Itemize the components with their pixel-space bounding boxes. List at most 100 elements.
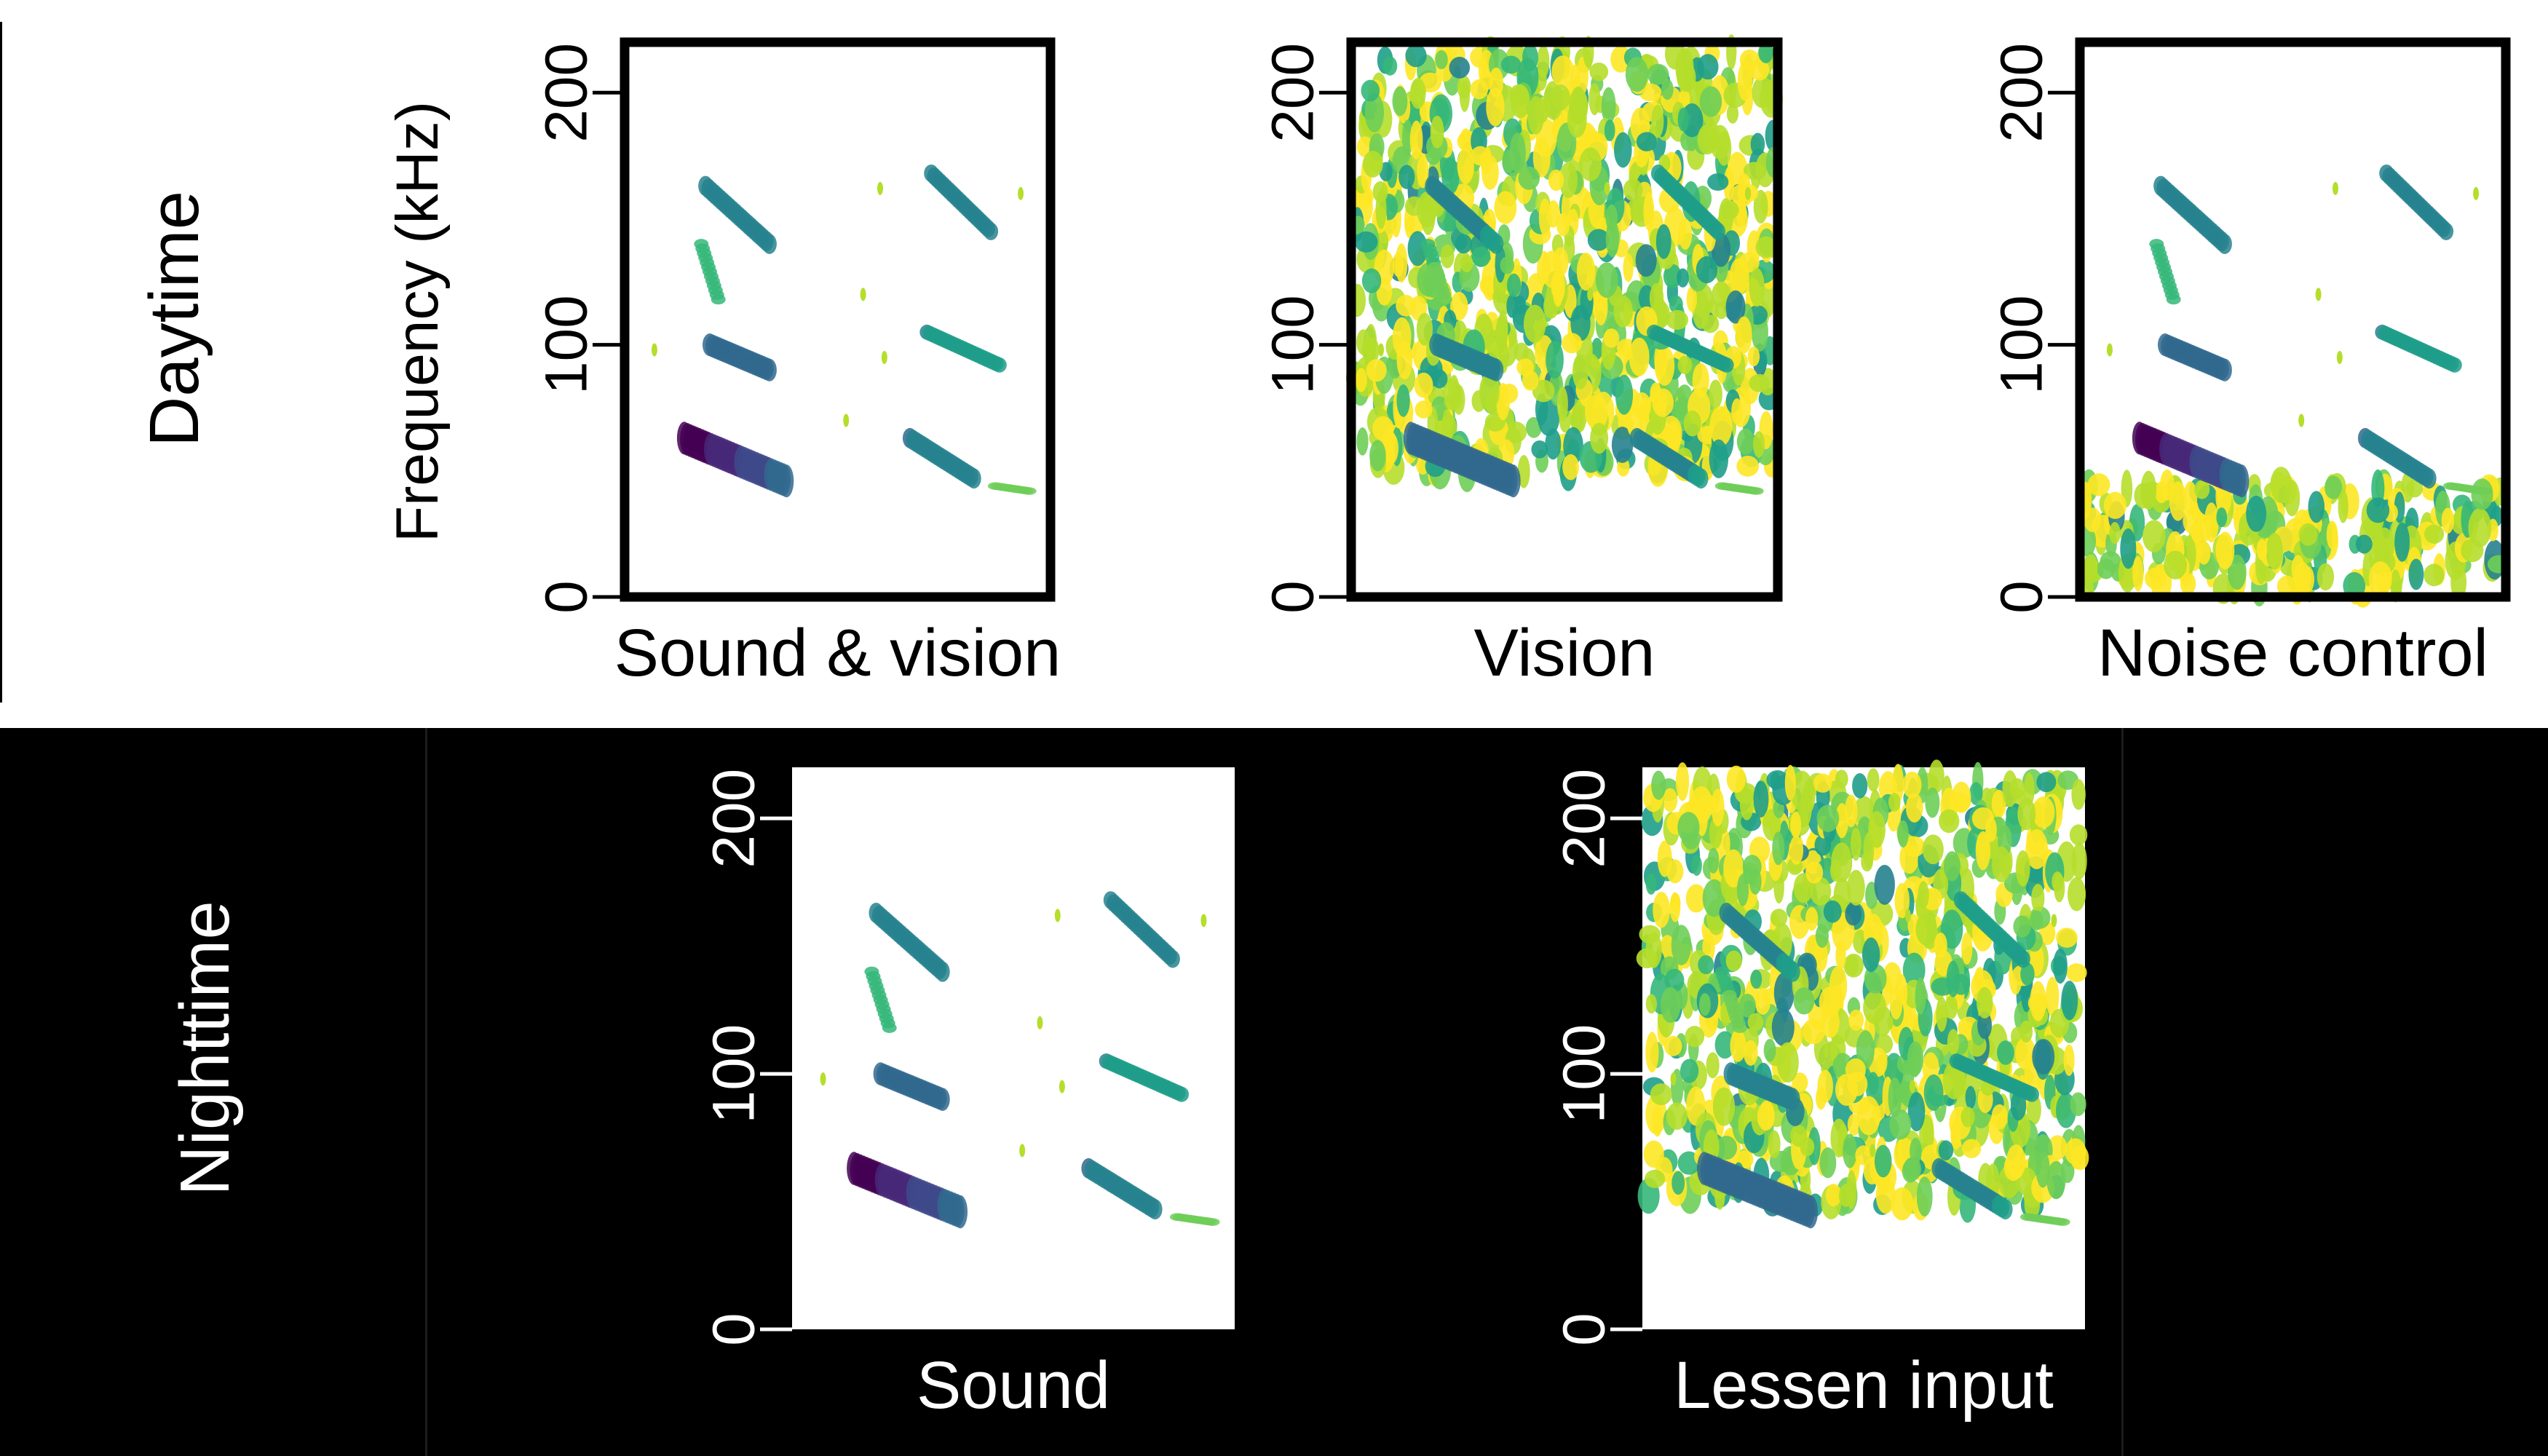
noise-cell: [1793, 987, 1815, 1015]
y-tick-label: 200: [1260, 43, 1326, 143]
noise-cell: [1726, 765, 1746, 794]
call-cell: [761, 234, 777, 254]
noise-cell: [1650, 1083, 1672, 1106]
noise-cell: [1647, 63, 1669, 85]
call-cell: [1887, 1016, 1894, 1029]
y-tick-label: 100: [1989, 295, 2055, 395]
noise-cell: [1922, 834, 1944, 865]
call-cell: [1904, 909, 1911, 922]
noise-cell: [2204, 502, 2219, 543]
call-cell: [1710, 222, 1725, 240]
call-cell: [1378, 343, 1385, 357]
spectrogram-panel-1: 0 100 200 Sound & vision: [534, 37, 1061, 690]
call-cell: [1018, 186, 1024, 200]
noise-cell: [1749, 373, 1770, 392]
noise-cell: [2424, 563, 2445, 587]
noise-cell: [2066, 963, 2087, 982]
noise-cell: [1991, 789, 2006, 818]
call-cell: [843, 414, 850, 427]
noise-cell: [1709, 439, 1729, 478]
noise-cell: [1523, 304, 1546, 343]
noise-cell: [1645, 994, 1658, 1014]
noise-cell: [2036, 772, 2057, 793]
call-cell: [1165, 949, 1180, 968]
noise-cell: [1802, 1018, 1825, 1045]
call-cell: [2015, 949, 2030, 968]
noise-cell: [1753, 780, 1769, 818]
call-cell: [860, 288, 866, 301]
noise-cell: [1737, 874, 1749, 906]
noise-cell: [1579, 147, 1602, 181]
noise-cell: [1701, 314, 1720, 333]
noise-cell: [1623, 253, 1634, 282]
call-cell: [1437, 294, 1452, 305]
noise-cell: [1551, 55, 1574, 87]
noise-cell: [1396, 295, 1417, 317]
noise-cell: [1409, 120, 1423, 160]
noise-cell: [1903, 1157, 1921, 1182]
noise-cell: [1500, 55, 1522, 74]
noise-cell: [1711, 232, 1731, 267]
noise-cell: [1902, 836, 1926, 858]
noise-cell: [2325, 475, 2343, 499]
noise-cell: [2071, 778, 2086, 810]
noise-cell: [1405, 44, 1427, 68]
noise-cell: [1888, 793, 1901, 812]
noise-cell: [1666, 309, 1689, 331]
noise-cell: [1961, 1107, 1975, 1128]
noise-cell: [1361, 79, 1380, 102]
noise-cell: [1629, 337, 1650, 376]
noise-cell: [1666, 1102, 1688, 1131]
noise-cell: [1819, 986, 1841, 1018]
noise-cell: [2032, 796, 2055, 828]
noise-cell: [1635, 244, 1657, 277]
noise-cell: [1823, 900, 1842, 923]
noise-cell: [1366, 359, 1387, 382]
noise-cell: [1907, 1092, 1926, 1132]
noise-cell: [1696, 256, 1718, 284]
noise-cell: [1623, 178, 1643, 201]
call-cell: [2333, 181, 2338, 195]
noise-cell: [1430, 115, 1444, 149]
noise-cell: [1471, 146, 1490, 166]
noise-cell: [1548, 169, 1564, 191]
call-cell: [2051, 914, 2057, 927]
noise-cell: [1572, 354, 1588, 389]
noise-cell: [1897, 820, 1909, 848]
noise-cell: [1805, 861, 1824, 884]
noise-cell: [1562, 333, 1583, 354]
noise-cell: [1666, 859, 1684, 884]
plot-area: [792, 767, 1235, 1329]
noise-cell: [1784, 764, 1796, 801]
y-tick-label: 100: [1260, 295, 1326, 395]
noise-cell: [1715, 301, 1728, 320]
noise-cell: [1835, 1074, 1858, 1107]
noise-cell: [1743, 1040, 1758, 1066]
noise-cell: [2069, 824, 2088, 846]
noise-cell: [1773, 972, 1795, 1013]
spectrogram-panel-2: 0 100 200 Vision: [1260, 34, 1784, 690]
noise-cell: [1414, 372, 1433, 398]
noise-cell: [1514, 295, 1526, 315]
noise-cell: [1905, 793, 1923, 823]
noise-cell: [1649, 283, 1664, 313]
noise-cell: [1502, 149, 1516, 173]
noise-cell: [1707, 847, 1720, 874]
noise-cell: [1792, 1072, 1808, 1093]
noise-cell: [1902, 771, 1922, 799]
noise-cell: [1699, 86, 1722, 117]
noise-cell: [1991, 1104, 2008, 1130]
noise-cell: [1737, 60, 1752, 101]
noise-cell: [1750, 132, 1765, 156]
noise-cell: [1509, 84, 1529, 107]
noise-cell: [2197, 541, 2211, 565]
call-cell: [2217, 234, 2232, 254]
call-cell: [881, 350, 887, 364]
noise-cell: [2143, 520, 2166, 553]
noise-cell: [1852, 773, 1868, 799]
noise-cell: [1997, 1040, 2014, 1065]
noise-cell: [1644, 1169, 1666, 1188]
noise-cell: [1685, 884, 1707, 913]
noise-cell: [2068, 877, 2086, 911]
noise-cell: [1697, 54, 1719, 80]
